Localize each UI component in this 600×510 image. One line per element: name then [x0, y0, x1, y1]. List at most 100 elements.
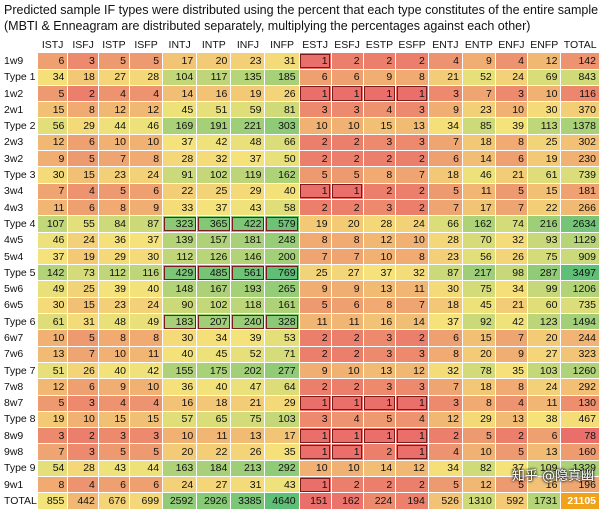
- heatmap-cell: 8: [67, 101, 99, 119]
- heatmap-cell: 2: [330, 198, 364, 217]
- heatmap-cell: 699: [129, 492, 164, 510]
- heatmap-cell: 15: [461, 329, 496, 347]
- heatmap-cell: 5: [427, 476, 463, 494]
- heatmap-cell: 4: [395, 410, 429, 429]
- heatmap-cell: 103: [526, 361, 562, 380]
- heatmap-cell: 78: [461, 361, 496, 380]
- heatmap-cell: 37: [230, 150, 266, 168]
- heatmap-cell: 24: [67, 231, 99, 249]
- heatmap-cell: 13: [526, 443, 562, 461]
- heatmap-cell: 12: [97, 101, 131, 119]
- heatmap-cell: 21: [494, 166, 528, 184]
- heatmap-cell: 17: [461, 198, 496, 217]
- row-label: Type 2: [1, 117, 38, 135]
- heatmap-cell: 15: [526, 182, 562, 200]
- heatmap-cell: 162: [264, 166, 300, 184]
- heatmap-cell: 365: [196, 215, 232, 233]
- heatmap-cell: 52: [461, 68, 496, 86]
- heatmap-cell: 12: [129, 101, 164, 119]
- heatmap-cell: 303: [264, 117, 300, 135]
- heatmap-cell: 160: [560, 443, 600, 461]
- heatmap-cell: 109: [526, 459, 562, 478]
- heatmap-cell: 33: [162, 198, 198, 217]
- heatmap-cell: 1: [362, 427, 397, 445]
- table-row-type-6: Type 6 61 31 48 49 183 207 240 328 11 11 16 14 37 92 42…: [1, 313, 600, 331]
- column-header-isfp: ISFP: [129, 35, 164, 54]
- heatmap-cell: 12: [526, 52, 562, 70]
- heatmap-cell: 3: [395, 345, 429, 363]
- row-label: Type 9: [1, 459, 38, 478]
- heatmap-cell: 485: [196, 264, 232, 282]
- heatmap-cell: 6: [67, 378, 99, 396]
- row-label: 7w6: [1, 345, 38, 363]
- heatmap-cell: 2592: [162, 492, 198, 510]
- heatmap-cell: 855: [36, 492, 69, 510]
- heatmap-cell: 292: [264, 459, 300, 478]
- heatmap-cell: 12: [362, 231, 397, 249]
- heatmap-cell: 8: [494, 378, 528, 396]
- heatmap-cell: 3: [362, 198, 397, 217]
- heatmap-cell: 23: [230, 52, 266, 70]
- heatmap-cell: 277: [264, 361, 300, 380]
- heatmap-cell: 6: [129, 476, 164, 494]
- heatmap-cell: 102: [196, 166, 232, 184]
- heatmap-cell: 98: [494, 264, 528, 282]
- heatmap-cell: 23: [97, 166, 131, 184]
- heatmap-cell: 116: [560, 84, 600, 103]
- heatmap-cell: 5: [36, 394, 69, 412]
- heatmap-cell: 45: [461, 296, 496, 315]
- row-label: 8w7: [1, 394, 38, 412]
- heatmap-cell: 3: [67, 443, 99, 461]
- heatmap-cell: 30: [526, 101, 562, 119]
- heatmap-cell: 1310: [461, 492, 496, 510]
- heatmap-cell: 4: [129, 84, 164, 103]
- heatmap-cell: 7: [395, 296, 429, 315]
- heatmap-cell: 1129: [560, 231, 600, 249]
- heatmap-cell: 4: [67, 476, 99, 494]
- column-header-estj: ESTJ: [298, 35, 332, 54]
- heatmap-cell: 42: [129, 361, 164, 380]
- heatmap-cell: 328: [264, 313, 300, 331]
- heatmap-cell: 6: [36, 52, 69, 70]
- heatmap-cell: 3: [298, 410, 332, 429]
- table-row-6w7: 6w7 10 5 8 8 30 34 39 53 2 2 3 2 6 15 7 20 244: [1, 329, 600, 347]
- heatmap-cell: 20: [526, 329, 562, 347]
- heatmap-cell: 13: [36, 345, 69, 363]
- heatmap-cell: 1: [298, 394, 332, 412]
- table-row-9w8: 9w8 7 3 5 5 20 22 26 35 1 1 2 1 4 10 5 13 160: [1, 443, 600, 461]
- row-label: 3w2: [1, 150, 38, 168]
- heatmap-cell: 2: [330, 476, 364, 494]
- heatmap-cell: 10: [97, 345, 131, 363]
- heatmap-cell: 1: [298, 476, 332, 494]
- heatmap-body: 1w9 6 3 5 5 17 20 23 31 1 2 2 2 4 9 4 12 142 Type 1 34 18 27 2…: [1, 52, 600, 510]
- heatmap-cell: 130: [560, 394, 600, 412]
- heatmap-cell: 92: [461, 313, 496, 331]
- heatmap-cell: 45: [196, 345, 232, 363]
- heatmap-cell: 25: [526, 133, 562, 152]
- heatmap-cell: 8: [362, 296, 397, 315]
- heatmap-cell: 2926: [196, 492, 232, 510]
- heatmap-cell: 7: [36, 443, 69, 461]
- heatmap-cell: 37: [36, 247, 69, 266]
- heatmap-cell: 87: [427, 264, 463, 282]
- heatmap-cell: 2: [330, 150, 364, 168]
- column-header-infj: INFJ: [230, 35, 266, 54]
- heatmap-cell: 16: [526, 476, 562, 494]
- heatmap-cell: 2634: [560, 215, 600, 233]
- table-row-type-9: Type 9 54 28 43 44 163 184 213 292 10 10 14 12 34 82 37…: [1, 459, 600, 478]
- heatmap-cell: 148: [162, 280, 198, 298]
- heatmap-cell: 93: [526, 231, 562, 249]
- table-row-3w4: 3w4 7 4 5 6 22 25 29 40 1 1 2 2 5 11 5 15 181: [1, 182, 600, 200]
- heatmap-cell: 676: [97, 492, 131, 510]
- heatmap-cell: 163: [162, 459, 198, 478]
- heatmap-cell: 22: [162, 182, 198, 200]
- heatmap-cell: 10: [330, 361, 364, 380]
- heatmap-cell: 53: [264, 329, 300, 347]
- row-label: 9w8: [1, 443, 38, 461]
- heatmap-cell: 31: [230, 476, 266, 494]
- heatmap-cell: 18: [67, 68, 99, 86]
- watermark: 知乎 @隐真幽: [511, 469, 594, 484]
- heatmap-cell: 244: [560, 329, 600, 347]
- heatmap-cell: 64: [264, 378, 300, 396]
- heatmap-cell: 230: [560, 150, 600, 168]
